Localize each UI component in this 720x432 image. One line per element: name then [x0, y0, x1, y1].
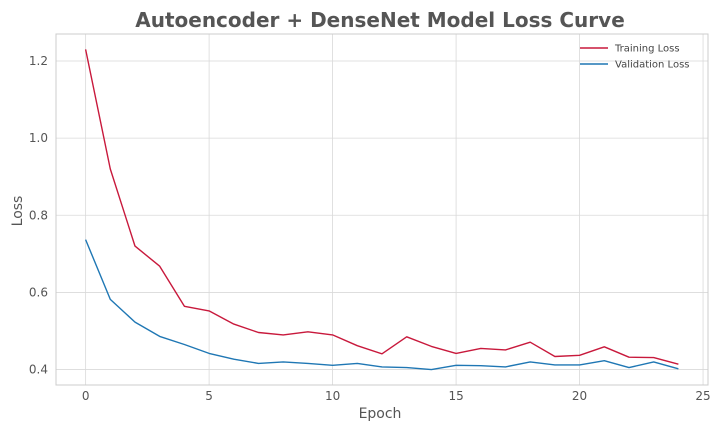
- validation-loss-line: [84, 239, 679, 371]
- x-axis-label: Epoch: [359, 406, 402, 422]
- x-tick-label: 25: [695, 389, 710, 403]
- legend-label-training-loss: Training Loss: [614, 44, 680, 55]
- x-tick-label: 20: [572, 389, 587, 403]
- x-tick-label: 0: [82, 389, 90, 403]
- y-tick-label: 0.8: [29, 208, 48, 222]
- y-tick-label: 0.6: [29, 285, 48, 299]
- chart-title: Autoencoder + DenseNet Model Loss Curve: [135, 8, 625, 32]
- series-lines: [84, 49, 679, 371]
- x-tick-label: 5: [205, 389, 213, 403]
- training-loss-line: [84, 49, 679, 365]
- grid-lines: [56, 34, 708, 385]
- plot-frame: [55, 33, 709, 386]
- x-tick-label: 10: [325, 389, 340, 403]
- legend: Training Loss Validation Loss: [580, 44, 690, 71]
- legend-label-validation-loss: Validation Loss: [615, 60, 690, 71]
- y-tick-label: 1.0: [29, 131, 48, 145]
- y-axis-label: Loss: [10, 196, 26, 227]
- y-tick-label: 1.2: [29, 54, 48, 68]
- y-tick-label: 0.4: [29, 363, 48, 377]
- x-tick-label: 15: [448, 389, 463, 403]
- tick-labels: 0 5 10 15 20 25 0.4 0.6 0.8 1.0 1.2: [29, 54, 711, 403]
